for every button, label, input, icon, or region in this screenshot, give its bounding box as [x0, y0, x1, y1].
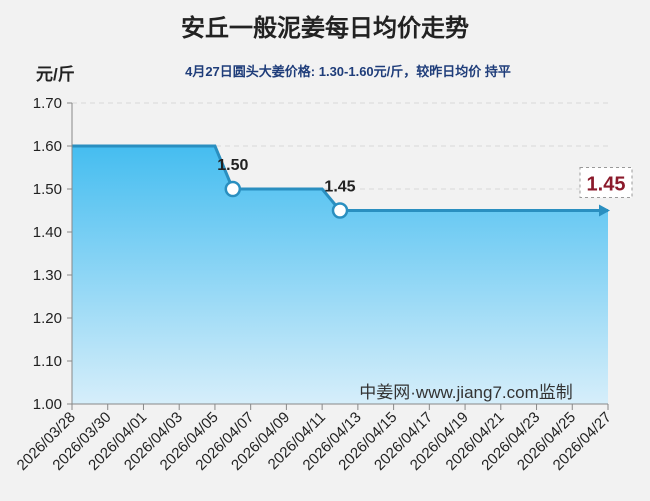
chart-title: 安丘一般泥姜每日均价走势 [181, 14, 469, 42]
y-axis-label: 元/斤 [36, 65, 75, 84]
y-tick-label: 1.10 [33, 353, 62, 370]
annotation: 中姜网·www.jiang7.com监制 [359, 383, 573, 402]
value-label: 1.45 [587, 174, 626, 196]
arrow-head [599, 204, 610, 217]
line [72, 144, 608, 212]
y-tick-label: 1.60 [33, 138, 62, 155]
marker [331, 202, 349, 219]
y-tick-label: 1.30 [33, 267, 62, 284]
y-tick-label: 1.50 [33, 181, 62, 198]
label-box [579, 167, 633, 198]
y-tick-label: 1.00 [33, 396, 62, 413]
value-label: 1.50 [217, 157, 248, 174]
y-tick-label: 1.70 [33, 95, 62, 112]
value-label: 1.45 [324, 179, 355, 196]
marker [224, 180, 242, 198]
y-tick-label: 1.20 [33, 310, 62, 327]
y-tick-label: 1.40 [33, 224, 62, 241]
subtitle: 4月27日圆头大姜价格: 1.30-1.60元/斤，较昨日均价 持平 [185, 64, 511, 79]
